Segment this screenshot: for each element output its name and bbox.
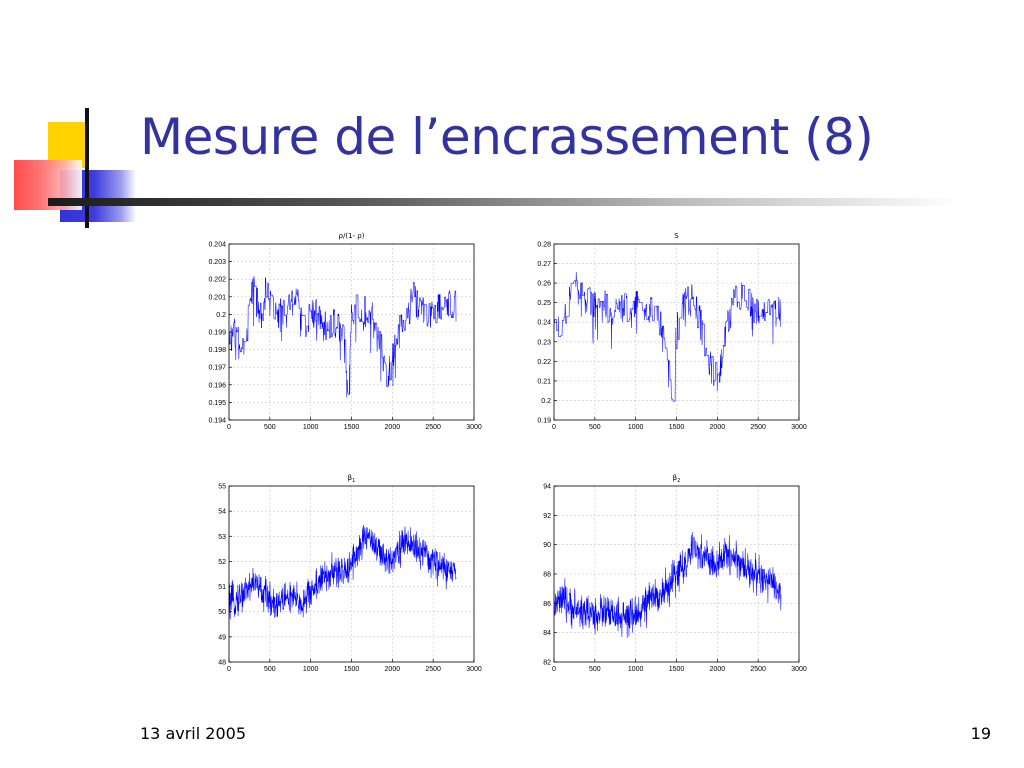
y-tick-label: 88	[543, 572, 551, 579]
y-tick-label: 51	[218, 584, 226, 591]
chart-rho-ratio: 0 500 1000 1500 2000 2500 3000 0.194 0.195 0.196 0…	[190, 228, 490, 438]
x-tick-label: 3000	[466, 424, 482, 431]
y-tick-label: 82	[543, 660, 551, 667]
y-tick-label: 0.199	[208, 330, 226, 337]
y-tick-label: 0.2	[216, 312, 226, 319]
chart-s: 0 500 1000 1500 2000 2500 3000 0.19 0.2 0.21 0.22 0…	[515, 228, 815, 438]
y-tick-label: 0.194	[208, 418, 226, 425]
series-line	[228, 525, 457, 620]
x-tick-label: 3000	[791, 424, 807, 431]
y-tick-label: 84	[543, 630, 551, 637]
y-tick-label: 0.21	[537, 378, 551, 385]
chart-beta2: 0 500 1000 1500 2000 2500 3000 82 84 86 88 90 92 94 β2	[515, 470, 815, 680]
x-tick-label: 2000	[385, 424, 401, 431]
x-tick-label: 2000	[385, 666, 401, 673]
x-tick-label: 1000	[303, 424, 319, 431]
y-tick-label: 0.204	[208, 242, 226, 249]
chart-title: β1	[348, 474, 356, 484]
y-tick-label: 86	[543, 601, 551, 608]
series-line	[553, 271, 782, 402]
x-tick-label: 500	[264, 666, 276, 673]
y-tick-label: 50	[218, 609, 226, 616]
x-tick-label: 500	[589, 666, 601, 673]
slide-date: 13 avril 2005	[140, 724, 246, 743]
deco-vertical-line	[85, 108, 89, 228]
y-tick-label: 90	[543, 542, 551, 549]
chart-title: β2	[673, 474, 681, 484]
y-tick-label: 92	[543, 513, 551, 520]
x-tick-label: 1500	[344, 424, 360, 431]
x-tick-label: 2000	[710, 424, 726, 431]
chart-svg: 0 500 1000 1500 2000 2500 3000 82 84 86 88 90 92 94 β2	[543, 474, 807, 673]
y-tick-label: 0.19	[537, 418, 551, 425]
y-tick-label: 0.196	[208, 382, 226, 389]
slide-page-number: 19	[970, 724, 991, 743]
chart-title: ρ/(1- ρ)	[339, 232, 365, 240]
chart-svg: 0 500 1000 1500 2000 2500 3000 0.19 0.2 0.21 0.22 0…	[537, 232, 807, 431]
y-tick-label: 53	[218, 534, 226, 541]
x-tick-label: 1500	[669, 666, 685, 673]
y-tick-label: 0.2	[541, 398, 551, 405]
x-tick-label: 500	[589, 424, 601, 431]
x-tick-label: 1000	[628, 424, 644, 431]
x-tick-label: 0	[227, 424, 231, 431]
y-tick-label: 55	[218, 484, 226, 491]
x-tick-label: 0	[552, 666, 556, 673]
series-line	[229, 276, 457, 398]
x-tick-label: 2500	[750, 424, 766, 431]
x-tick-label: 1500	[344, 666, 360, 673]
x-tick-label: 1000	[303, 666, 319, 673]
title-underline	[48, 198, 960, 206]
y-tick-label: 0.26	[537, 281, 551, 288]
y-tick-label: 0.24	[537, 320, 551, 327]
x-tick-label: 3000	[466, 666, 482, 673]
y-tick-label: 0.202	[208, 277, 226, 284]
y-tick-label: 0.25	[537, 300, 551, 307]
x-tick-label: 3000	[791, 666, 807, 673]
chart-title: S	[674, 232, 679, 240]
y-tick-label: 48	[218, 660, 226, 667]
chart-beta1: 0 500 1000 1500 2000 2500 3000 48 49 50 51 52 53 54 55…	[190, 470, 490, 680]
x-tick-label: 2500	[750, 666, 766, 673]
series-line	[553, 531, 782, 639]
x-tick-label: 1500	[669, 424, 685, 431]
x-tick-label: 2000	[710, 666, 726, 673]
chart-svg: 0 500 1000 1500 2000 2500 3000 48 49 50 51 52 53 54 55…	[218, 474, 482, 673]
y-tick-label: 54	[218, 509, 226, 516]
y-tick-label: 49	[218, 634, 226, 641]
y-tick-label: 52	[218, 559, 226, 566]
y-tick-label: 0.201	[208, 294, 226, 301]
chart-svg: 0 500 1000 1500 2000 2500 3000 0.194 0.195 0.196 0…	[208, 232, 482, 431]
y-tick-label: 0.198	[208, 347, 226, 354]
x-tick-label: 2500	[425, 424, 441, 431]
y-tick-label: 0.197	[208, 365, 226, 372]
x-tick-label: 500	[264, 424, 276, 431]
y-tick-label: 0.195	[208, 400, 226, 407]
x-tick-label: 2500	[425, 666, 441, 673]
x-tick-label: 0	[227, 666, 231, 673]
y-tick-label: 0.28	[537, 242, 551, 249]
y-tick-label: 0.22	[537, 359, 551, 366]
slide-title: Mesure de l’encrassement (8)	[140, 108, 874, 166]
y-tick-label: 0.23	[537, 339, 551, 346]
y-tick-label: 0.27	[537, 261, 551, 268]
y-tick-label: 0.203	[208, 259, 226, 266]
x-tick-label: 0	[552, 424, 556, 431]
x-tick-label: 1000	[628, 666, 644, 673]
y-tick-label: 94	[543, 484, 551, 491]
